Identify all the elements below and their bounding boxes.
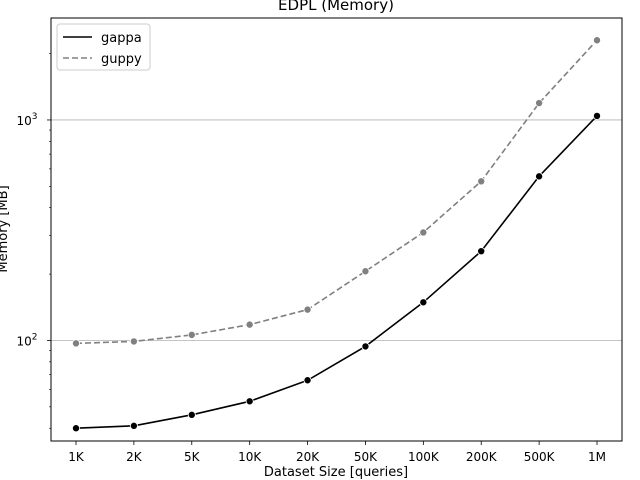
- y-tick-label: 102: [16, 332, 37, 348]
- point-gappa: [593, 111, 602, 120]
- legend-box: [56, 23, 151, 71]
- x-axis-label: Dataset Size [queries]: [264, 465, 408, 480]
- y-tick-label: 103: [16, 112, 37, 128]
- point-gappa: [245, 397, 254, 406]
- point-gappa: [477, 247, 486, 256]
- point-guppy: [245, 320, 254, 329]
- point-gappa: [129, 421, 138, 430]
- point-guppy: [303, 305, 312, 314]
- point-guppy: [129, 337, 138, 346]
- point-guppy: [419, 228, 428, 237]
- x-tick-label: 10K: [238, 450, 262, 464]
- series-line-guppy: [75, 39, 598, 345]
- chart-title: EDPL (Memory): [278, 0, 394, 14]
- series-layer: [72, 36, 602, 433]
- plot-frame: [50, 17, 623, 442]
- point-guppy: [593, 36, 602, 45]
- point-gappa: [419, 298, 428, 307]
- y-axis: 102 103: [16, 53, 51, 429]
- point-gappa: [187, 410, 196, 419]
- point-gappa: [72, 424, 81, 433]
- x-tick-label: 2K: [126, 450, 143, 464]
- x-tick-label: 5K: [184, 450, 201, 464]
- x-tick-label: 100K: [408, 450, 440, 464]
- point-guppy: [361, 267, 370, 276]
- x-tick-label: 500K: [524, 450, 556, 464]
- legend-label-gappa: gappa: [101, 31, 142, 46]
- point-guppy: [72, 339, 81, 348]
- legend: gappa guppy: [56, 23, 151, 71]
- y-grid: [51, 119, 622, 341]
- legend-label-guppy: guppy: [101, 52, 142, 67]
- x-tick-label: 1K: [68, 450, 85, 464]
- point-guppy: [187, 330, 196, 339]
- point-guppy: [535, 99, 544, 108]
- point-guppy: [477, 177, 486, 186]
- y-axis-label: Memory [MB]: [0, 185, 11, 272]
- point-gappa: [361, 342, 370, 351]
- point-gappa: [303, 376, 312, 385]
- x-axis: 1K 2K 5K 10K 20K 50K 100K 200K 500K 1M: [68, 441, 606, 464]
- x-tick-label: 20K: [296, 450, 320, 464]
- series-line-gappa: [75, 115, 598, 429]
- x-tick-label: 1M: [588, 450, 606, 464]
- x-tick-label: 50K: [354, 450, 378, 464]
- point-gappa: [535, 172, 544, 181]
- x-tick-label: 200K: [466, 450, 498, 464]
